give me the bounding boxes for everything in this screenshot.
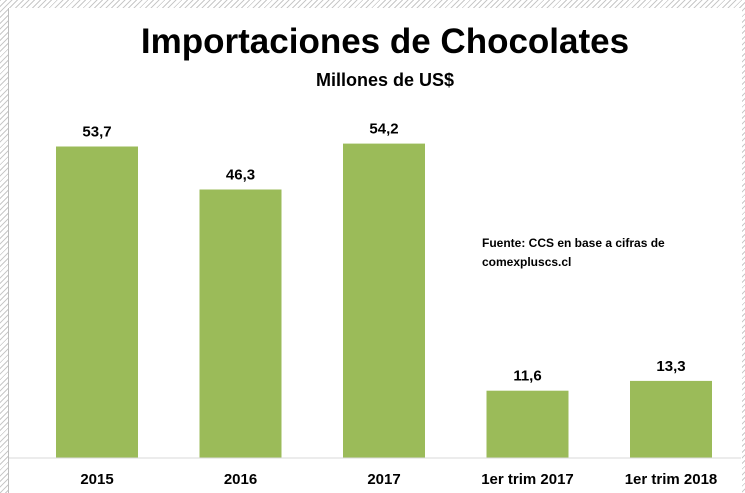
value-label: 54,2 — [369, 121, 398, 138]
bar-1er-trim-2017 — [486, 390, 569, 458]
category-labels-group: 2015 2016 2017 1er trim 2017 1er trim 2018 — [80, 471, 717, 488]
source-note-line-2: comexpluscs.cl — [482, 255, 571, 269]
category-label: 2017 — [367, 471, 400, 488]
bar-2017 — [343, 143, 425, 458]
chart-subtitle: Millones de US$ — [316, 70, 454, 90]
bar-2015 — [56, 146, 138, 458]
category-label: 2016 — [224, 471, 257, 488]
value-labels-group: 53,7 46,3 54,2 11,6 13,3 — [82, 121, 685, 385]
source-note-line-1: Fuente: CCS en base a cifras de — [482, 236, 665, 250]
value-label: 46,3 — [226, 167, 255, 184]
value-label: 11,6 — [513, 368, 541, 385]
category-label: 2015 — [80, 471, 113, 488]
bars-group — [56, 143, 712, 458]
category-label: 1er trim 2017 — [481, 471, 574, 488]
chart-title: Importaciones de Chocolates — [141, 22, 629, 61]
value-label: 53,7 — [82, 124, 111, 141]
bar-1er-trim-2018 — [630, 380, 712, 458]
bar-2016 — [199, 189, 282, 458]
category-label: 1er trim 2018 — [625, 471, 718, 488]
value-label: 13,3 — [656, 358, 685, 375]
